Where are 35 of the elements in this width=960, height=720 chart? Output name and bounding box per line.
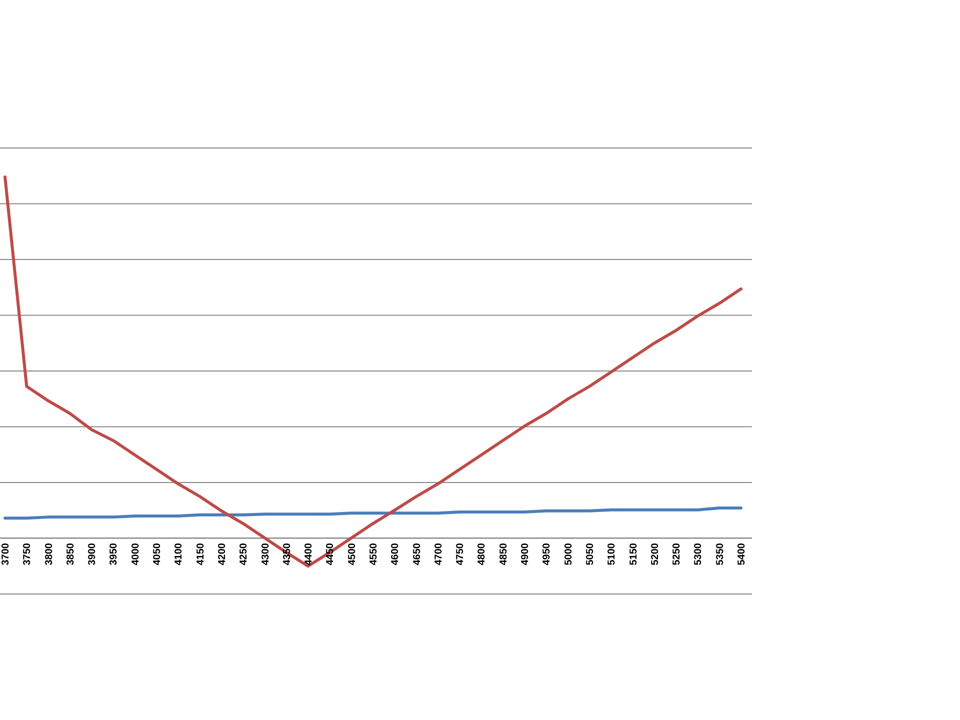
x-tick-label: 5400 xyxy=(736,542,748,566)
x-tick-label: 4950 xyxy=(542,542,553,566)
x-tick-label: 4200 xyxy=(216,542,228,566)
x-tick-label: 3800 xyxy=(44,542,55,566)
x-tick-label: 4750 xyxy=(455,542,466,566)
x-tick-label: 5050 xyxy=(584,542,596,566)
x-tick-label: 5350 xyxy=(714,542,726,566)
x-tick-label: 5300 xyxy=(693,542,704,566)
x-tick-label: 3850 xyxy=(65,542,76,566)
x-tick-label: 4150 xyxy=(195,542,206,566)
x-tick-label: 4000 xyxy=(130,542,142,566)
x-tick-label: 4300 xyxy=(260,542,272,566)
x-tick-label: 3950 xyxy=(108,542,120,566)
x-tick-label: 4250 xyxy=(238,542,250,566)
x-tick-label: 5000 xyxy=(563,542,574,566)
x-tick-label: 4550 xyxy=(368,542,380,566)
x-tick-label: 4900 xyxy=(520,542,532,566)
x-tick-label: 4600 xyxy=(390,542,402,566)
x-tick-label: 4500 xyxy=(346,542,358,566)
x-tick-label: 3700 xyxy=(0,542,12,566)
x-tick-label: 4700 xyxy=(433,542,444,566)
x-tick-label: 5150 xyxy=(628,542,640,566)
x-tick-label: 3900 xyxy=(87,542,98,566)
x-tick-label: 4400 xyxy=(304,542,315,566)
x-tick-label: 3750 xyxy=(22,542,34,566)
x-tick-label: 4100 xyxy=(174,542,185,566)
x-tick-label: 5250 xyxy=(672,542,683,566)
x-tick-label: 4650 xyxy=(412,542,423,566)
x-tick-label: 4450 xyxy=(325,542,336,566)
x-tick-label: 4350 xyxy=(282,542,293,566)
x-tick-label: 5200 xyxy=(650,542,661,566)
x-tick-label: 4850 xyxy=(498,542,510,566)
x-tick-label: 4800 xyxy=(476,542,488,566)
x-tick-label: 5100 xyxy=(606,542,618,566)
x-tick-label: 4050 xyxy=(152,542,164,566)
